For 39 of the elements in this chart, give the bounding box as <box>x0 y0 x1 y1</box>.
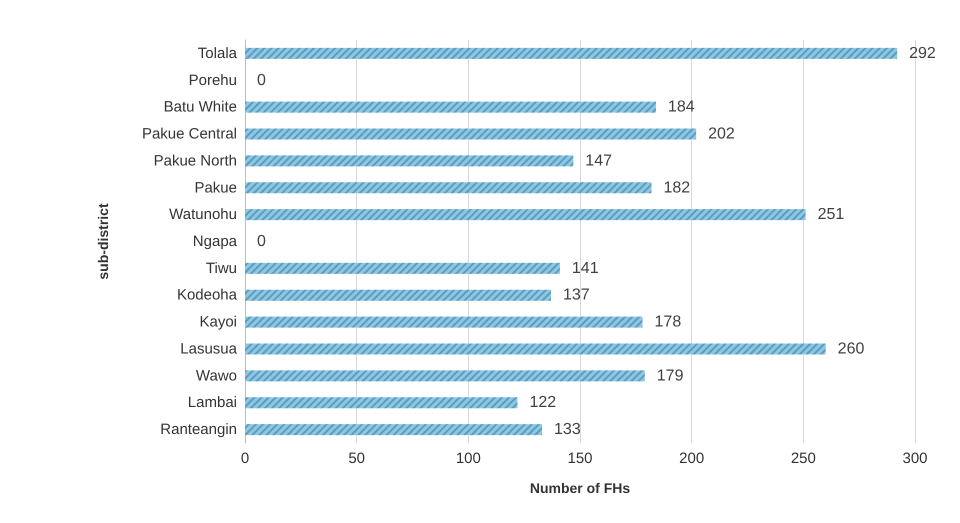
x-tick-label: 300 <box>902 450 928 467</box>
y-tick-label: Pakue Central <box>142 126 237 143</box>
y-tick-label: Watunohu <box>169 206 237 224</box>
data-label: 147 <box>585 152 612 170</box>
data-label: 182 <box>663 179 690 196</box>
y-tick-label: Ngapa <box>192 233 238 250</box>
x-tick-label: 150 <box>567 450 593 467</box>
data-label: 0 <box>257 72 266 89</box>
y-tick-label: Kayoi <box>199 314 237 331</box>
data-label: 178 <box>654 314 682 331</box>
y-tick-label: Lambai <box>188 394 237 412</box>
data-label: 179 <box>656 367 684 384</box>
y-tick-label: Kodeoha <box>176 286 238 304</box>
data-label: 122 <box>529 394 556 412</box>
y-axis-title: sub-district <box>95 203 111 280</box>
data-label: 137 <box>562 286 590 304</box>
y-tick-label: Pakue <box>194 179 237 196</box>
y-tick-label: Batu White <box>164 98 237 116</box>
y-tick-label: Porehu <box>188 72 237 89</box>
data-label: 133 <box>554 421 581 438</box>
y-tick-label: Wawo <box>196 367 237 384</box>
x-axis-title: Number of FHs <box>530 480 630 496</box>
y-tick-label: Tolala <box>198 44 238 62</box>
x-tick-label: 100 <box>456 450 481 467</box>
data-label: 251 <box>818 206 844 224</box>
x-tick-label: 50 <box>348 450 366 467</box>
data-label: 141 <box>572 260 599 277</box>
y-tick-label: Tiwu <box>206 260 237 277</box>
x-tick-label: 250 <box>790 450 816 467</box>
data-label: 292 <box>909 44 936 62</box>
data-label: 184 <box>668 98 695 116</box>
data-label: 202 <box>708 126 735 143</box>
x-tick-label: 200 <box>679 450 704 467</box>
y-tick-label: Pakue North <box>154 152 237 170</box>
y-tick-label: Ranteangin <box>160 421 237 438</box>
y-tick-label: Lasusua <box>180 340 238 358</box>
data-label: 260 <box>838 340 864 358</box>
data-label: 0 <box>257 233 266 250</box>
x-tick-label: 0 <box>240 450 250 467</box>
